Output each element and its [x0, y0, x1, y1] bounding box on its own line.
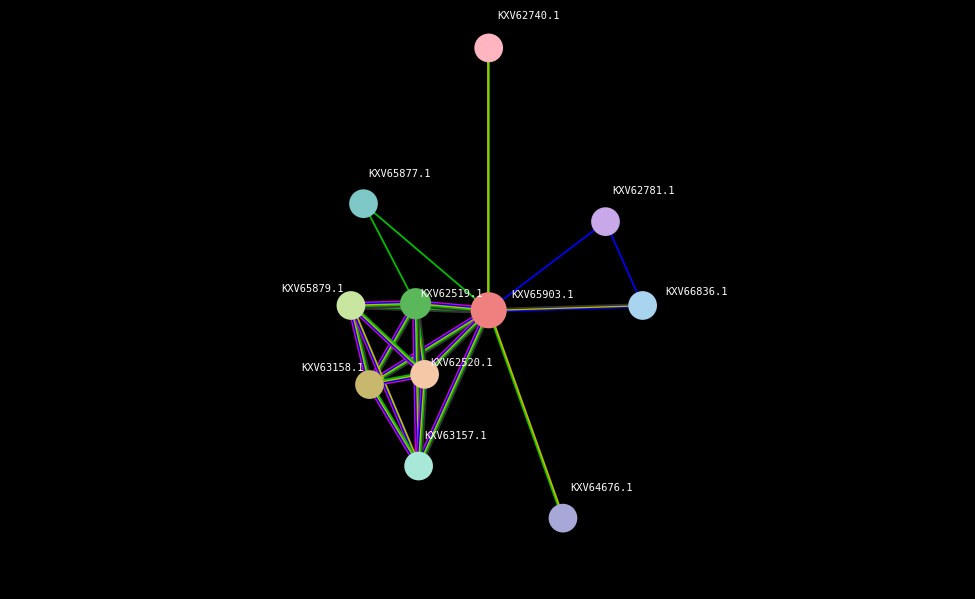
Circle shape — [405, 452, 432, 480]
Text: KXV62740.1: KXV62740.1 — [497, 11, 561, 21]
Circle shape — [337, 292, 365, 319]
Text: KXV65877.1: KXV65877.1 — [369, 168, 431, 179]
Circle shape — [472, 293, 506, 328]
Text: KXV62520.1: KXV62520.1 — [431, 358, 493, 368]
Circle shape — [592, 208, 619, 235]
Text: KXV66836.1: KXV66836.1 — [665, 288, 728, 297]
Text: KXV63158.1: KXV63158.1 — [301, 363, 364, 373]
Text: KXV65879.1: KXV65879.1 — [281, 284, 344, 294]
Circle shape — [629, 292, 656, 319]
Text: KXV62519.1: KXV62519.1 — [420, 289, 483, 299]
Circle shape — [411, 361, 438, 388]
Text: KXV65903.1: KXV65903.1 — [512, 291, 574, 300]
Circle shape — [356, 371, 383, 398]
Circle shape — [550, 504, 576, 532]
Text: KXV64676.1: KXV64676.1 — [570, 483, 633, 493]
Text: KXV63157.1: KXV63157.1 — [424, 431, 488, 441]
Text: KXV62781.1: KXV62781.1 — [612, 186, 676, 196]
Circle shape — [401, 289, 430, 319]
Circle shape — [475, 34, 502, 62]
Circle shape — [350, 190, 377, 217]
